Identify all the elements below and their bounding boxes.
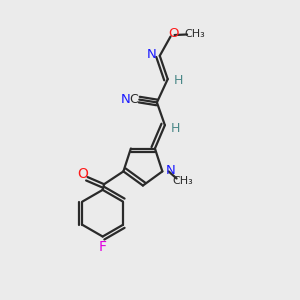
Text: CH₃: CH₃ bbox=[173, 176, 194, 185]
Text: H: H bbox=[171, 122, 180, 134]
Text: O: O bbox=[77, 167, 88, 181]
Text: N: N bbox=[146, 48, 156, 61]
Text: F: F bbox=[99, 240, 107, 254]
Text: N: N bbox=[121, 92, 130, 106]
Text: CH₃: CH₃ bbox=[185, 29, 206, 40]
Text: O: O bbox=[168, 26, 179, 40]
Text: C: C bbox=[129, 92, 138, 106]
Text: N: N bbox=[166, 164, 175, 177]
Text: H: H bbox=[174, 74, 183, 87]
